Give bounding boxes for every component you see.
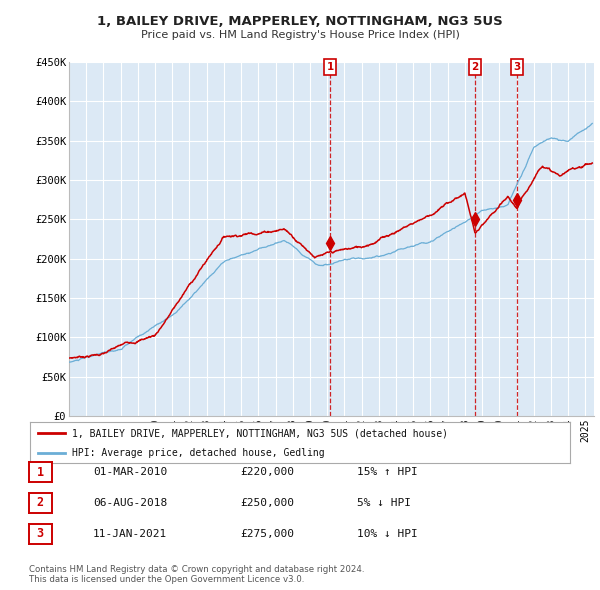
Text: 1: 1: [326, 62, 334, 72]
Text: 01-MAR-2010: 01-MAR-2010: [93, 467, 167, 477]
Text: 11-JAN-2021: 11-JAN-2021: [93, 529, 167, 539]
Text: 1, BAILEY DRIVE, MAPPERLEY, NOTTINGHAM, NG3 5US: 1, BAILEY DRIVE, MAPPERLEY, NOTTINGHAM, …: [97, 15, 503, 28]
Text: 2: 2: [472, 62, 479, 72]
Text: 3: 3: [37, 527, 44, 540]
Text: 2: 2: [37, 496, 44, 509]
Text: £220,000: £220,000: [240, 467, 294, 477]
Text: Price paid vs. HM Land Registry's House Price Index (HPI): Price paid vs. HM Land Registry's House …: [140, 30, 460, 40]
Text: £250,000: £250,000: [240, 498, 294, 507]
Text: 5% ↓ HPI: 5% ↓ HPI: [357, 498, 411, 507]
Text: 06-AUG-2018: 06-AUG-2018: [93, 498, 167, 507]
Text: £275,000: £275,000: [240, 529, 294, 539]
Text: 10% ↓ HPI: 10% ↓ HPI: [357, 529, 418, 539]
Text: 1: 1: [37, 466, 44, 478]
Text: HPI: Average price, detached house, Gedling: HPI: Average price, detached house, Gedl…: [72, 448, 325, 458]
Text: 15% ↑ HPI: 15% ↑ HPI: [357, 467, 418, 477]
Text: 3: 3: [514, 62, 521, 72]
Text: Contains HM Land Registry data © Crown copyright and database right 2024.
This d: Contains HM Land Registry data © Crown c…: [29, 565, 364, 584]
Text: 1, BAILEY DRIVE, MAPPERLEY, NOTTINGHAM, NG3 5US (detached house): 1, BAILEY DRIVE, MAPPERLEY, NOTTINGHAM, …: [72, 428, 448, 438]
